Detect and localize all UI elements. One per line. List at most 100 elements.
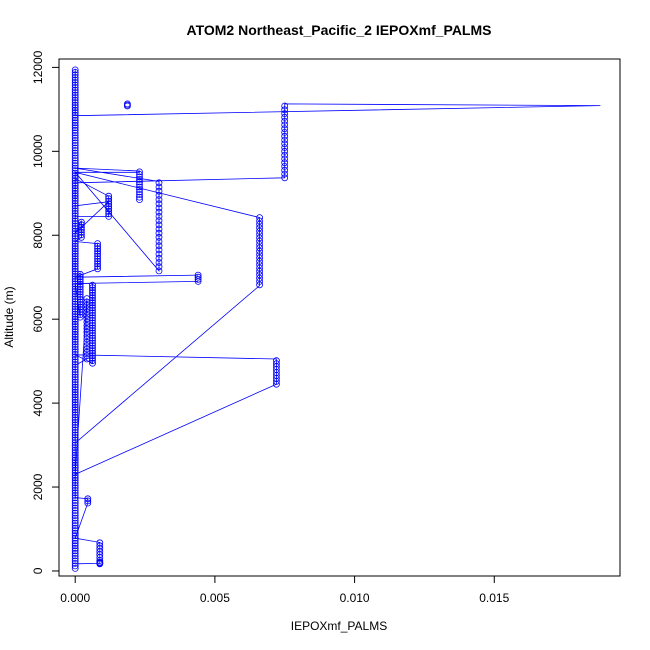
data-point (71, 426, 79, 434)
data-point (71, 358, 79, 366)
x-axis-label: IEPOXmf_PALMS (291, 619, 387, 633)
data-point (89, 359, 96, 367)
data-point (76, 298, 84, 306)
data-point (136, 186, 143, 193)
data-point (71, 454, 79, 462)
data-point (136, 191, 143, 198)
data-point (71, 512, 79, 519)
data-point (71, 393, 79, 401)
data-point (89, 286, 96, 294)
data-point (71, 479, 79, 487)
data-point (256, 230, 264, 238)
x-axis: 0.000 0.005 0.010 0.015 (60, 575, 510, 605)
data-point (71, 250, 79, 258)
data-point (281, 162, 289, 170)
data-point (71, 222, 79, 230)
data-point (71, 91, 79, 99)
data-point (71, 76, 79, 84)
data-point (71, 388, 79, 396)
data-point (105, 192, 113, 200)
data-point (89, 332, 96, 339)
data-point (155, 238, 163, 245)
data-point (71, 456, 79, 464)
data-point (89, 342, 96, 350)
data-point (71, 557, 79, 565)
x-tick-label: 0.015 (479, 591, 509, 605)
data-point (71, 383, 79, 391)
data-point (71, 343, 79, 351)
data-point (71, 376, 79, 384)
data-point (71, 534, 79, 542)
data-point (71, 139, 79, 147)
data-point (71, 469, 79, 477)
data-point (71, 252, 79, 260)
data-point (194, 273, 202, 281)
data-point (71, 350, 79, 358)
series-line (74, 68, 601, 565)
data-point (71, 562, 79, 570)
data-point (71, 544, 79, 552)
data-point (94, 240, 101, 248)
data-point (155, 229, 163, 237)
data-point (71, 232, 79, 240)
data-point (71, 539, 79, 547)
data-point (124, 100, 131, 108)
data-point (281, 136, 289, 144)
data-point (281, 128, 289, 136)
data-point (136, 181, 143, 188)
data-point (71, 227, 79, 235)
data-point (71, 126, 79, 134)
data-point (71, 335, 79, 343)
data-point (71, 368, 79, 376)
data-point (71, 474, 79, 482)
data-point (136, 175, 143, 183)
data-point (71, 446, 79, 454)
y-tick-label: 0 (31, 567, 45, 574)
data-point (76, 288, 84, 296)
data-point (78, 228, 85, 236)
data-point (94, 245, 101, 253)
data-point (89, 322, 96, 329)
data-point (71, 489, 79, 497)
data-point (71, 94, 79, 101)
data-point (71, 542, 79, 550)
data-point (71, 348, 79, 356)
data-point (71, 225, 79, 232)
data-point (83, 305, 91, 313)
data-point (194, 275, 202, 283)
data-point (76, 280, 84, 288)
data-point (71, 373, 79, 381)
data-point (71, 532, 79, 540)
data-point (71, 514, 79, 522)
data-point (71, 537, 79, 545)
data-point (71, 260, 79, 268)
data-point (281, 117, 289, 125)
data-point (71, 81, 79, 89)
data-point (71, 451, 79, 459)
data-point (89, 291, 96, 299)
data-point (155, 246, 163, 254)
data-point (71, 421, 79, 429)
data-point (71, 361, 79, 368)
data-point (105, 207, 113, 215)
data-point (71, 517, 79, 524)
data-point (76, 311, 84, 319)
data-point (71, 245, 79, 253)
data-point (94, 265, 101, 273)
data-point (71, 381, 79, 389)
data-point (281, 110, 289, 117)
x-tick-label: 0.005 (200, 591, 230, 605)
data-point (105, 197, 113, 205)
data-point (71, 497, 79, 504)
data-point (71, 197, 79, 205)
data-point (256, 264, 264, 272)
data-point (71, 555, 79, 562)
data-point (256, 251, 264, 259)
data-point (155, 204, 163, 212)
data-point (272, 360, 280, 368)
data-point (71, 104, 79, 112)
x-tick-label: 0.010 (340, 591, 370, 605)
data-point (71, 189, 79, 197)
data-point (83, 355, 91, 363)
data-point (89, 301, 96, 309)
